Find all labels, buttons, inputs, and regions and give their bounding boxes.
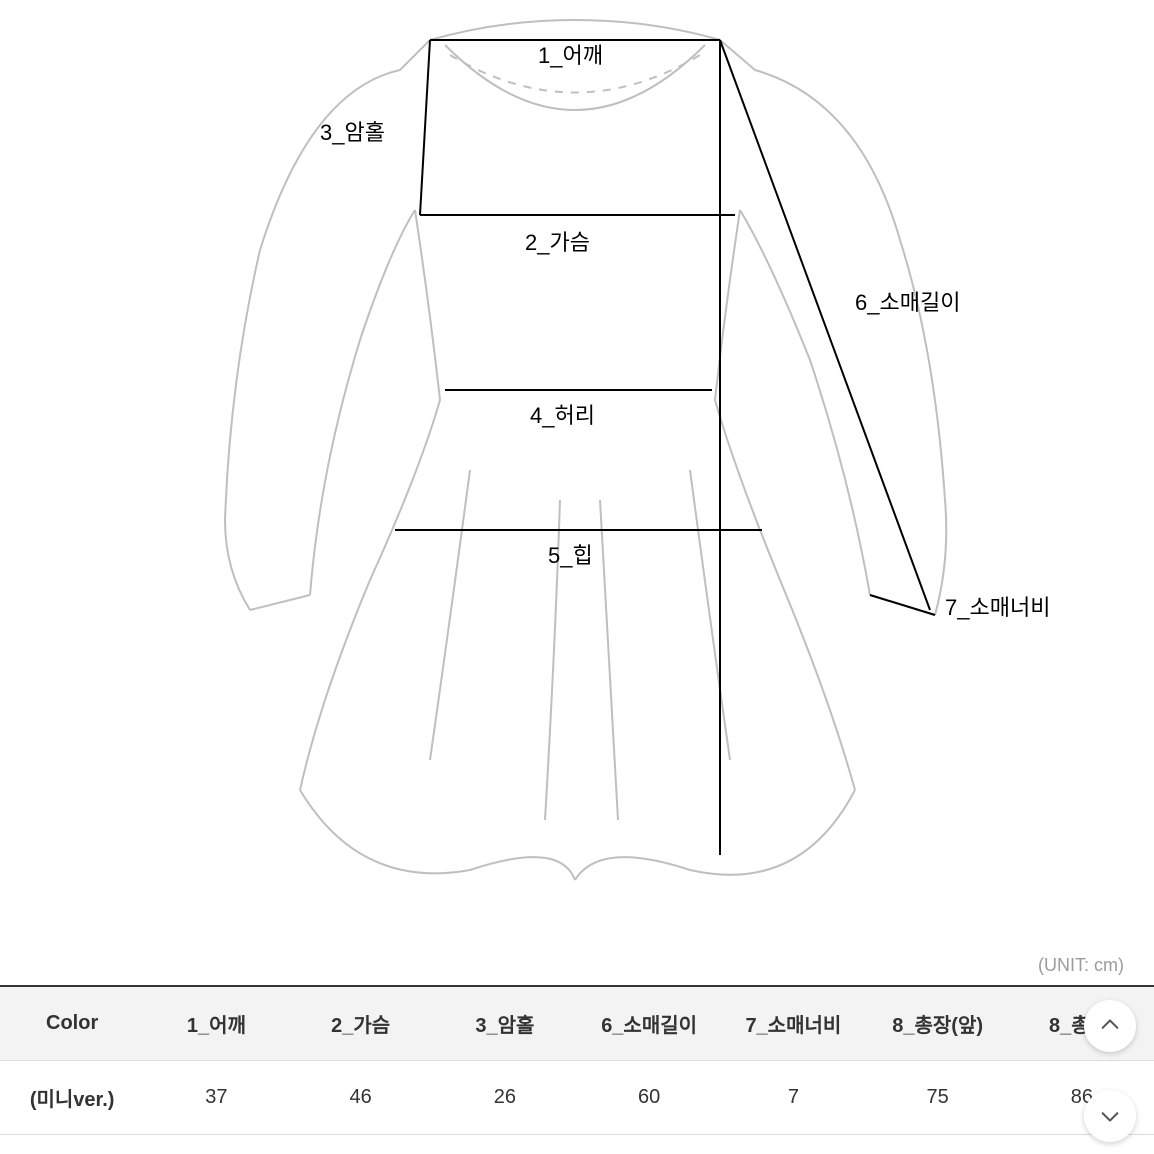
row-label: (미니ver.) xyxy=(0,1061,144,1135)
col-color: Color xyxy=(0,986,144,1061)
col-7: 7_소매너비 xyxy=(721,986,865,1061)
arrow-down-icon xyxy=(1099,1105,1121,1127)
label-sleeve-wid: 7_소매너비 xyxy=(945,590,1050,622)
label-armhole: 3_암홀 xyxy=(320,115,385,147)
cell: 75 xyxy=(866,1061,1010,1135)
arrow-up-icon xyxy=(1099,1015,1121,1037)
col-3: 3_암홀 xyxy=(433,986,577,1061)
col-1: 1_어깨 xyxy=(144,986,288,1061)
col-8a: 8_총장(앞) xyxy=(866,986,1010,1061)
label-waist: 4_허리 xyxy=(530,398,595,430)
label-sleeve-len: 6_소매길이 xyxy=(855,285,960,317)
cell: 46 xyxy=(289,1061,433,1135)
cell: 37 xyxy=(144,1061,288,1135)
cell: 7 xyxy=(721,1061,865,1135)
measurement-diagram: 1_어깨 3_암홀 2_가슴 4_허리 5_힙 6_소매길이 7_소매너비 xyxy=(0,0,1154,920)
label-shoulder: 1_어깨 xyxy=(538,38,603,70)
table-row: (미니ver.) 37 46 26 60 7 75 86 xyxy=(0,1061,1154,1135)
size-table: Color 1_어깨 2_가슴 3_암홀 6_소매길이 7_소매너비 8_총장(… xyxy=(0,985,1154,1135)
cell: 26 xyxy=(433,1061,577,1135)
scroll-up-button[interactable] xyxy=(1084,1000,1136,1052)
table-header-row: Color 1_어깨 2_가슴 3_암홀 6_소매길이 7_소매너비 8_총장(… xyxy=(0,986,1154,1061)
col-6: 6_소매길이 xyxy=(577,986,721,1061)
scroll-down-button[interactable] xyxy=(1084,1090,1136,1142)
unit-label: (UNIT: cm) xyxy=(1038,955,1124,976)
cell: 60 xyxy=(577,1061,721,1135)
label-chest: 2_가슴 xyxy=(525,225,590,257)
label-hip: 5_힙 xyxy=(548,538,593,570)
col-2: 2_가슴 xyxy=(289,986,433,1061)
